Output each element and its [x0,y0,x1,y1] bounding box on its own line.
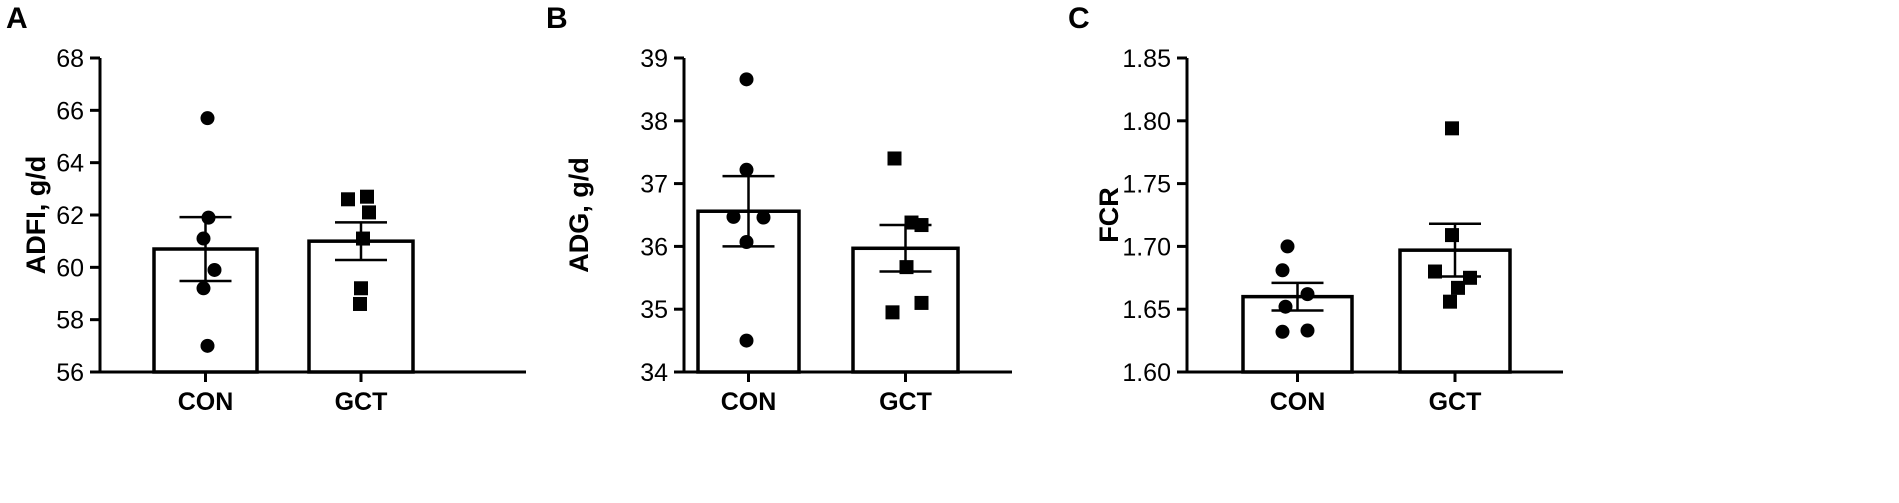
y-tick-label: 35 [640,296,668,324]
panel-letter: B [546,2,568,35]
data-point-circle [739,333,754,348]
x-tick-label-gct: GCT [335,388,388,416]
y-tick-label: 1.65 [1122,296,1171,324]
y-tick-label: 34 [640,359,668,387]
data-point-square [341,192,355,207]
data-point-square [356,231,370,246]
data-point-square [1443,294,1457,309]
y-tick-label: 1.60 [1122,359,1171,387]
y-tick-label: 36 [640,233,668,261]
data-point-circle [1275,324,1290,339]
y-tick-label: 1.70 [1122,233,1171,261]
y-tick-label: 68 [56,45,84,73]
data-point-square [899,260,914,275]
data-point-circle [200,111,215,126]
y-tick-label: 38 [640,108,668,136]
y-tick-label: 58 [56,307,84,335]
y-tick-label: 56 [56,359,84,387]
data-point-circle [739,235,754,250]
data-point-square [1428,264,1442,279]
data-point-square [885,305,900,320]
x-tick-label-con: CON [1270,388,1326,416]
data-point-square [1463,270,1477,285]
y-tick-label: 60 [56,254,84,282]
x-tick-label-con: CON [721,388,777,416]
y-tick-label: 64 [56,150,84,178]
x-tick-label-gct: GCT [879,388,932,416]
data-point-square [360,189,374,204]
data-point-circle [756,210,771,225]
y-tick-label: 1.75 [1122,171,1171,199]
chart-panel-a: A 56 58 60 62 64 66 68 ADFI, g/d CON GCT [6,2,526,416]
data-point-circle [207,262,222,277]
data-point-circle [196,281,211,296]
data-point-circle [1278,299,1293,314]
y-tick-label: 37 [640,171,668,199]
y-tick-label: 1.85 [1122,45,1171,73]
data-point-circle [1300,323,1315,338]
data-point-circle [196,231,211,246]
data-point-square [1451,280,1465,295]
y-tick-label: 66 [56,97,84,125]
data-point-square [914,218,929,233]
data-point-square [914,295,929,310]
y-tick-label: 1.80 [1122,108,1171,136]
data-point-circle [739,72,754,87]
data-point-circle [200,338,215,353]
x-tick-label-gct: GCT [1429,388,1482,416]
data-point-circle [726,209,741,224]
data-point-square [887,151,902,166]
y-tick-label: 39 [640,45,668,73]
data-point-square [362,205,376,220]
data-point-square [354,281,368,296]
data-point-circle [739,162,754,177]
y-axis-title: ADG, g/d [564,157,594,273]
data-point-circle [1280,239,1295,254]
y-axis-title: FCR [1094,187,1124,243]
data-point-square [353,296,367,311]
y-axis-title: ADFI, g/d [21,156,51,274]
data-point-circle [201,210,216,225]
data-point-circle [1275,263,1290,278]
chart-panel-b: B 34 35 36 37 38 39 ADG, g/d CON GCT [546,2,1012,416]
data-point-square [1445,228,1459,243]
chart-panel-c: C 1.60 1.65 1.70 1.75 1.80 1.85 FCR CON GCT [1068,2,1563,416]
data-point-square [1445,121,1459,136]
panel-letter: A [6,2,28,35]
y-tick-label: 62 [56,202,84,230]
data-point-circle [1300,287,1315,302]
x-tick-label-con: CON [178,388,234,416]
panel-letter: C [1068,2,1090,35]
